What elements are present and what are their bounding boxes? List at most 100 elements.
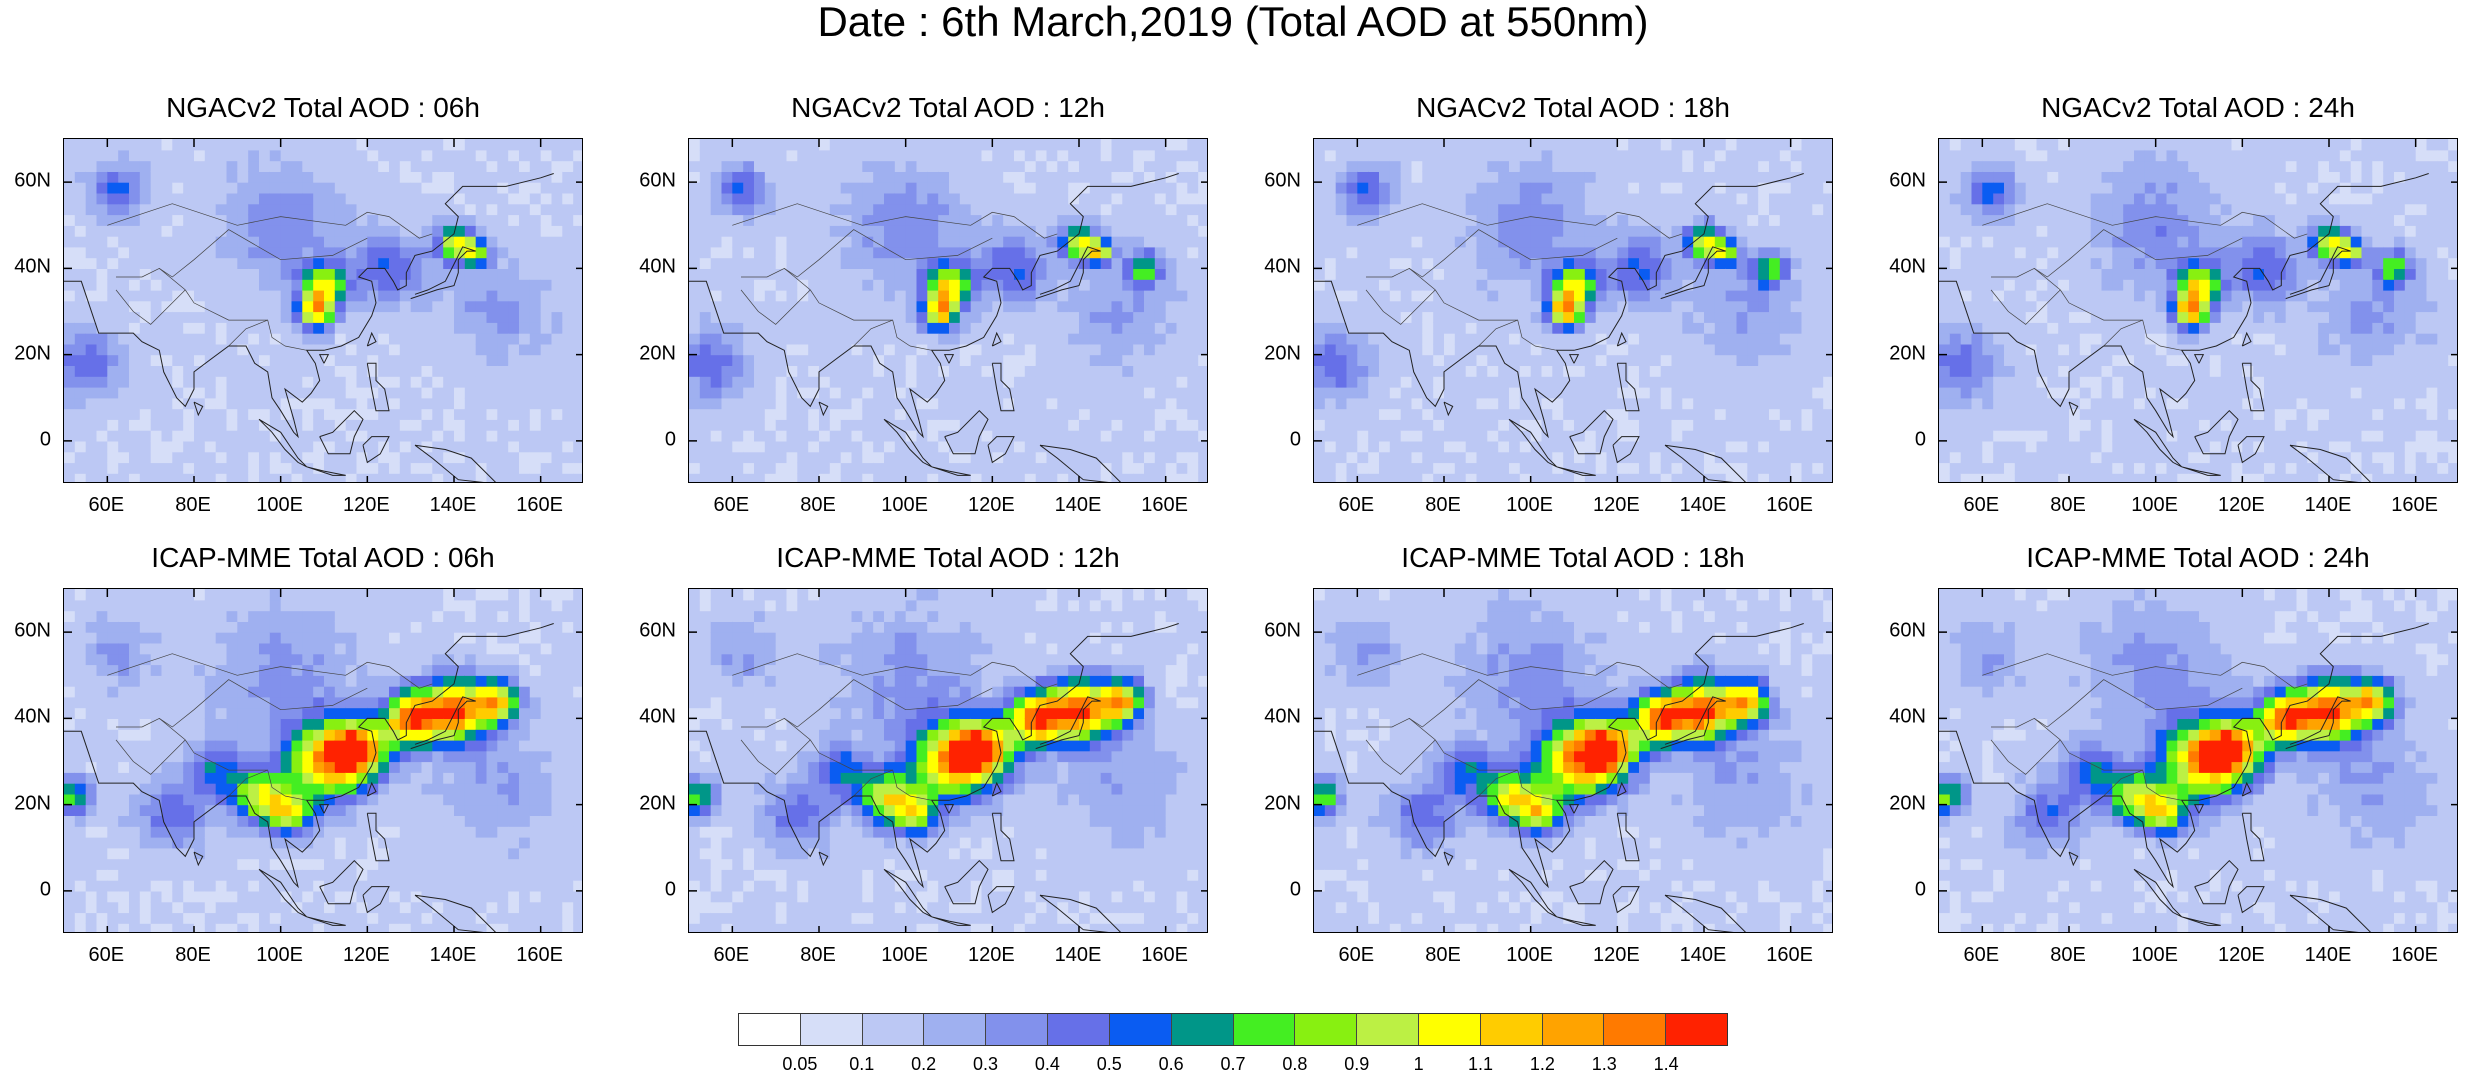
lat-tick-label: 40N	[14, 256, 51, 279]
lat-tick-label: 40N	[1264, 256, 1301, 279]
aod-grid-cells	[64, 139, 583, 483]
lat-tick-label: 20N	[639, 342, 676, 365]
lon-tick-label: 140E	[2305, 944, 2352, 967]
lon-tick-label: 80E	[800, 944, 836, 967]
lat-tick-label: 40N	[1264, 706, 1301, 729]
colorbar-label: 0.05	[782, 1054, 817, 1075]
lat-tick-label: 0	[1915, 878, 1926, 901]
lon-tick-label: 160E	[1141, 494, 1188, 517]
lon-tick-label: 160E	[2391, 944, 2438, 967]
lon-tick-label: 160E	[1766, 944, 1813, 967]
lat-tick-label: 60N	[1264, 620, 1301, 643]
colorbar-swatch	[739, 1014, 801, 1045]
lon-tick-label: 140E	[430, 494, 477, 517]
lat-tick-label: 60N	[1889, 620, 1926, 643]
lon-tick-label: 60E	[1964, 944, 2000, 967]
aod-grid-cells	[64, 589, 583, 933]
colorbar-swatch	[863, 1014, 925, 1045]
panel-title: ICAP-MME Total AOD : 18h	[1313, 542, 1833, 574]
lat-tick-label: 60N	[1889, 170, 1926, 193]
panel-title: ICAP-MME Total AOD : 12h	[688, 542, 1208, 574]
colorbar-label: 0.8	[1282, 1054, 1307, 1075]
colorbar-swatch	[1604, 1014, 1666, 1045]
aod-field-svg	[689, 139, 1208, 483]
lon-tick-label: 80E	[2050, 944, 2086, 967]
lon-tick-label: 140E	[1055, 494, 1102, 517]
colorbar-label: 1.2	[1530, 1054, 1555, 1075]
lat-tick-label: 0	[1915, 428, 1926, 451]
lon-tick-label: 60E	[1339, 494, 1375, 517]
lon-tick-label: 140E	[1680, 494, 1727, 517]
panel-title: ICAP-MME Total AOD : 24h	[1938, 542, 2458, 574]
lat-tick-label: 20N	[639, 792, 676, 815]
panel-title: NGACv2 Total AOD : 18h	[1313, 92, 1833, 124]
lon-tick-label: 120E	[2218, 494, 2265, 517]
aod-map	[63, 138, 583, 483]
lat-tick-label: 20N	[1264, 792, 1301, 815]
lon-tick-label: 100E	[256, 494, 303, 517]
colorbar-swatch	[1666, 1014, 1727, 1045]
colorbar-label: 0.2	[911, 1054, 936, 1075]
lon-tick-label: 100E	[881, 494, 928, 517]
lat-tick-label: 60N	[1264, 170, 1301, 193]
colorbar-swatch	[986, 1014, 1048, 1045]
aod-map	[1938, 138, 2458, 483]
lon-tick-label: 100E	[1506, 944, 1553, 967]
aod-map	[688, 138, 1208, 483]
aod-field-svg	[64, 589, 583, 933]
colorbar-swatch	[801, 1014, 863, 1045]
colorbar-swatch	[1481, 1014, 1543, 1045]
lat-tick-label: 60N	[14, 620, 51, 643]
lat-tick-label: 20N	[14, 342, 51, 365]
lon-tick-label: 100E	[881, 944, 928, 967]
lon-tick-label: 60E	[714, 944, 750, 967]
lon-tick-label: 80E	[1425, 944, 1461, 967]
lat-tick-label: 40N	[639, 706, 676, 729]
aod-map	[1938, 588, 2458, 933]
lon-tick-label: 80E	[175, 944, 211, 967]
colorbar-label: 0.5	[1097, 1054, 1122, 1075]
lat-tick-label: 40N	[639, 256, 676, 279]
panel-title: NGACv2 Total AOD : 12h	[688, 92, 1208, 124]
colorbar-swatch	[1295, 1014, 1357, 1045]
lat-tick-label: 60N	[639, 620, 676, 643]
lon-tick-label: 60E	[89, 494, 125, 517]
lat-tick-label: 40N	[1889, 706, 1926, 729]
lon-tick-label: 120E	[343, 944, 390, 967]
aod-field-svg	[689, 589, 1208, 933]
lon-tick-label: 140E	[1680, 944, 1727, 967]
colorbar-label: 0.4	[1035, 1054, 1060, 1075]
aod-grid-cells	[1939, 139, 2458, 483]
lon-tick-label: 100E	[1506, 494, 1553, 517]
panel-title: NGACv2 Total AOD : 24h	[1938, 92, 2458, 124]
lon-tick-label: 140E	[2305, 494, 2352, 517]
aod-field-svg	[1939, 139, 2458, 483]
aod-grid-cells	[1939, 589, 2458, 933]
aod-map	[1313, 588, 1833, 933]
lat-tick-label: 0	[40, 878, 51, 901]
aod-field-svg	[1939, 589, 2458, 933]
panel-title: NGACv2 Total AOD : 06h	[63, 92, 583, 124]
lon-tick-label: 140E	[1055, 944, 1102, 967]
lat-tick-label: 0	[1290, 878, 1301, 901]
lon-tick-label: 80E	[1425, 494, 1461, 517]
lon-tick-label: 100E	[2131, 494, 2178, 517]
lon-tick-label: 100E	[256, 944, 303, 967]
colorbar-label: 1	[1414, 1054, 1424, 1075]
lon-tick-label: 60E	[714, 494, 750, 517]
lat-tick-label: 20N	[14, 792, 51, 815]
colorbar-label: 0.3	[973, 1054, 998, 1075]
lat-tick-label: 20N	[1264, 342, 1301, 365]
colorbar-swatch	[1048, 1014, 1110, 1045]
lat-tick-label: 20N	[1889, 792, 1926, 815]
colorbar-label: 1.4	[1654, 1054, 1679, 1075]
lat-tick-label: 60N	[639, 170, 676, 193]
aod-grid-cells	[1314, 589, 1833, 933]
lon-tick-label: 60E	[89, 944, 125, 967]
